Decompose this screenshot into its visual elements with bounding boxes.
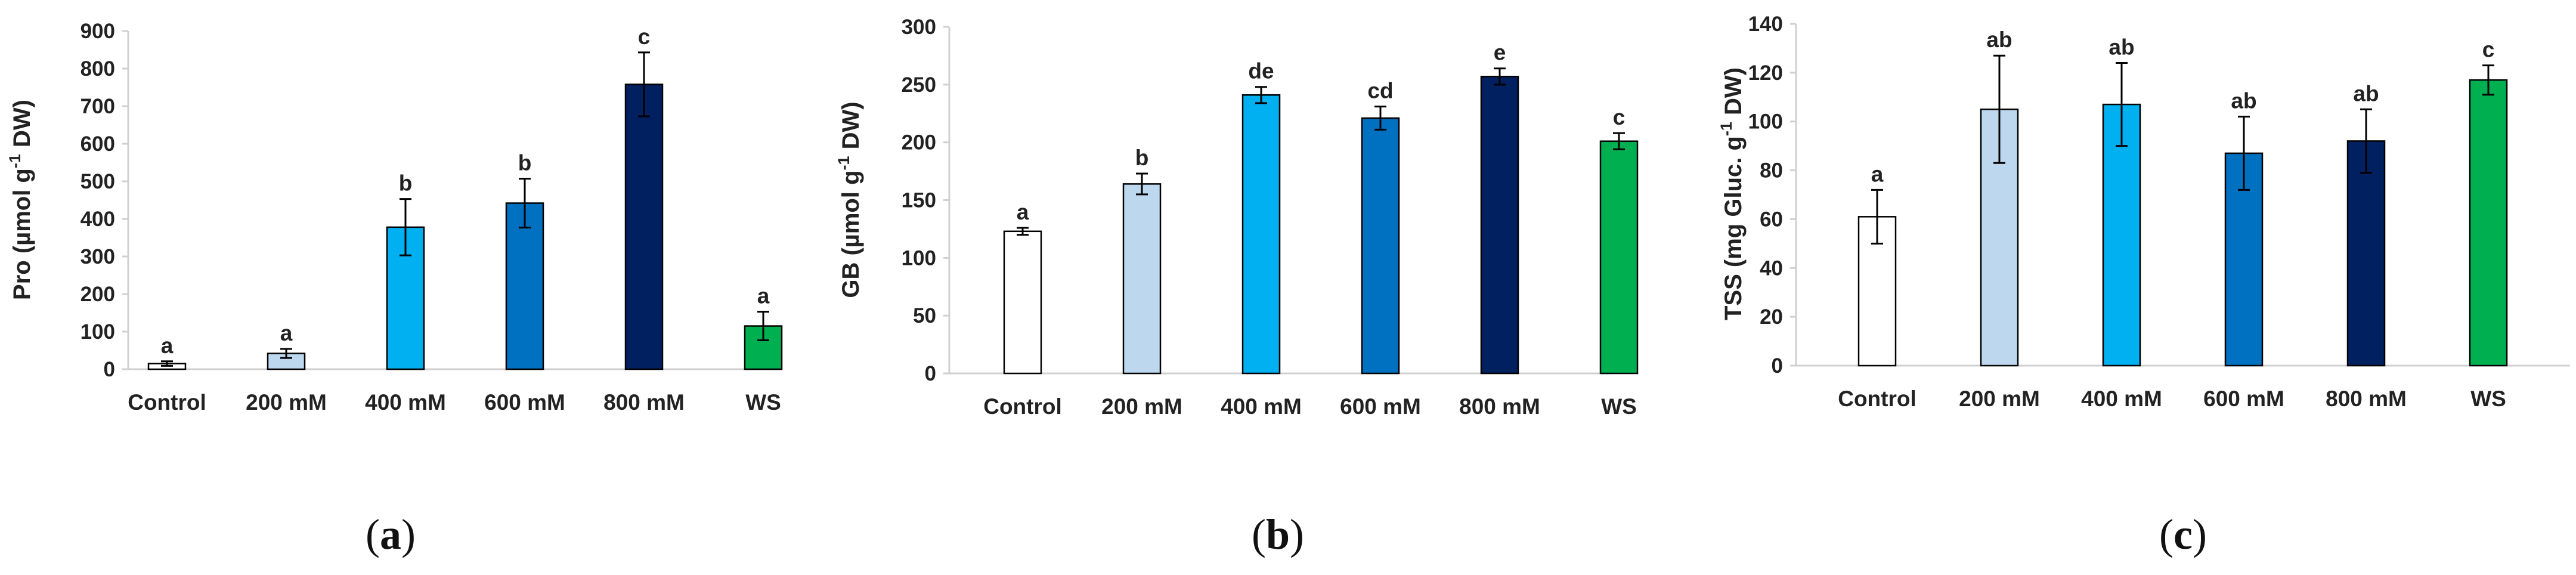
bar-400-mm	[1241, 94, 1281, 375]
x-tick-label: 400 mM	[1221, 394, 1302, 419]
y-tick-label: 400	[80, 208, 115, 231]
significance-letter: ab	[2109, 35, 2134, 59]
significance-letter: a	[1871, 162, 1884, 186]
significance-letter: ab	[2231, 89, 2256, 113]
y-tick-label: 0	[104, 358, 115, 381]
significance-letter: a	[757, 284, 770, 308]
x-tick-label: 200 mM	[246, 390, 327, 415]
y-tick-label: 300	[80, 245, 115, 268]
y-tick-label: 120	[1748, 61, 1783, 85]
bar-ws	[2469, 79, 2508, 367]
x-tick-label: 600 mM	[2203, 387, 2284, 411]
y-tick-label: 20	[1760, 305, 1783, 329]
y-tick-label: 0	[925, 362, 936, 385]
significance-letter: a	[161, 333, 174, 358]
significance-letter: c	[638, 24, 651, 49]
x-tick-label: 800 mM	[603, 390, 685, 415]
significance-letter: a	[280, 321, 293, 345]
x-tick-label: Control	[1838, 387, 1916, 411]
y-tick-label: 200	[80, 283, 115, 306]
bar-control	[1003, 230, 1042, 375]
panel-label: (c)	[2159, 511, 2207, 558]
x-tick-label: 600 mM	[484, 390, 565, 415]
significance-letter: a	[1017, 200, 1029, 224]
significance-letter: cd	[1367, 79, 1393, 103]
y-tick-label: 50	[913, 304, 936, 327]
y-axis-label: TSS (mg Gluc. g-1 DW)	[1717, 67, 1747, 320]
y-axis-label: GB (µmol g-1 DW)	[835, 101, 864, 298]
y-tick-label: 700	[80, 95, 115, 118]
significance-letter: c	[1613, 105, 1626, 129]
y-tick-label: 100	[1748, 110, 1783, 134]
y-tick-label: 150	[902, 189, 936, 212]
y-tick-label: 80	[1760, 159, 1783, 183]
y-tick-label: 250	[902, 73, 936, 97]
y-tick-label: 200	[902, 131, 936, 154]
significance-letter: ab	[2353, 81, 2379, 106]
x-tick-label: 800 mM	[2326, 387, 2407, 411]
panel-label: (a)	[366, 511, 416, 558]
bar-ws	[1599, 140, 1639, 375]
x-tick-label: 200 mM	[1959, 387, 2040, 411]
bar-200-mm	[1122, 183, 1162, 375]
x-tick-label: WS	[2470, 387, 2506, 411]
significance-letter: b	[399, 171, 413, 196]
y-tick-label: 900	[80, 20, 115, 43]
y-tick-label: 800	[80, 57, 115, 81]
bar-800-mm	[624, 84, 664, 370]
y-tick-label: 100	[80, 320, 115, 344]
x-tick-label: WS	[745, 390, 781, 415]
y-tick-label: 500	[80, 170, 115, 193]
x-tick-label: Control	[128, 390, 206, 415]
significance-letter: b	[1135, 146, 1149, 170]
significance-letter: e	[1494, 41, 1506, 65]
significance-letter: ab	[1986, 27, 2012, 52]
chart-panel-b: 0 50 100 150 200 250 300 a Control b 200 mM de 400 m…	[835, 16, 1639, 558]
y-tick-label: 600	[80, 132, 115, 156]
bar-800-mm	[2346, 140, 2386, 367]
bar-600-mm	[1361, 117, 1400, 375]
x-tick-label: 800 mM	[1459, 394, 1540, 419]
x-tick-label: WS	[1601, 394, 1637, 419]
chart-panel-c: 0 20 40 60 80 100 120 140 a Control ab 200 mM ab 400 …	[1717, 13, 2570, 558]
y-tick-label: 0	[1772, 354, 1783, 378]
y-tick-label: 100	[902, 246, 936, 270]
x-tick-label: 600 mM	[1340, 394, 1421, 419]
bar-800-mm	[1480, 76, 1519, 375]
y-tick-label: 300	[902, 16, 936, 39]
y-axis-label: Pro (µmol g-1 DW)	[6, 100, 35, 300]
significance-letter: de	[1248, 59, 1274, 84]
chart-panel-a: 0 100 200 300 400 500 600 700 800 900 a Control a 200…	[6, 20, 783, 558]
y-tick-label: 140	[1748, 13, 1783, 36]
x-tick-label: 400 mM	[2081, 387, 2162, 411]
x-tick-label: 400 mM	[365, 390, 446, 415]
significance-letter: b	[518, 151, 532, 175]
bar-600-mm	[505, 202, 544, 370]
x-tick-label: Control	[983, 394, 1062, 419]
y-tick-label: 60	[1760, 208, 1783, 231]
x-tick-label: 200 mM	[1101, 394, 1182, 419]
panel-label: (b)	[1252, 511, 1304, 558]
y-tick-label: 40	[1760, 256, 1783, 280]
significance-letter: c	[2482, 38, 2495, 62]
